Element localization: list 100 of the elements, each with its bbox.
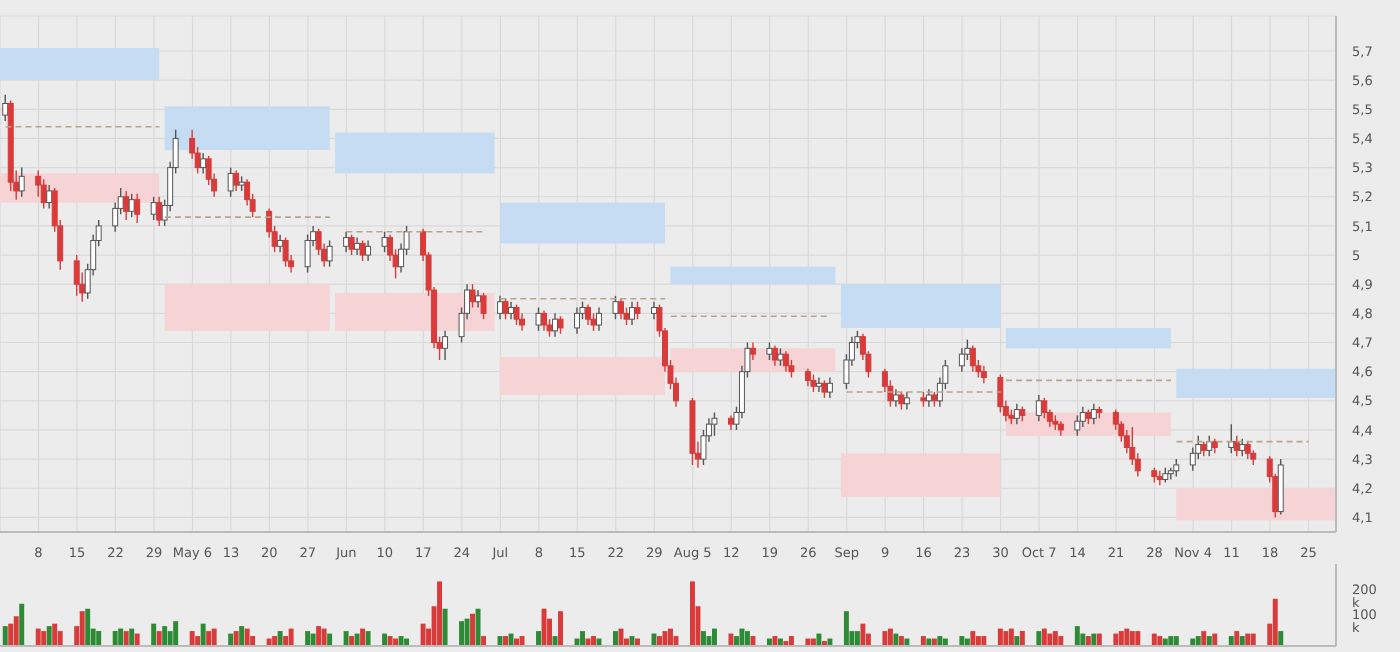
candlestick (711, 411, 718, 437)
bar (35, 628, 41, 646)
bar (8, 623, 14, 646)
bar (937, 636, 943, 646)
bar (816, 633, 822, 646)
bar (1173, 636, 1179, 646)
bar (464, 618, 470, 646)
candlestick (782, 350, 789, 373)
bar (459, 621, 465, 646)
bar (365, 631, 371, 646)
bar (580, 631, 585, 646)
bar (52, 623, 58, 646)
bar (689, 581, 695, 646)
candlestick (1035, 394, 1042, 422)
bar (1052, 631, 1058, 646)
bar (970, 631, 976, 646)
candlestick (348, 233, 355, 256)
bar (19, 603, 25, 646)
bar (173, 621, 179, 646)
bar (244, 628, 250, 646)
bar (1113, 633, 1119, 646)
candlestick (612, 295, 619, 320)
bar (46, 626, 52, 646)
bar (1085, 636, 1091, 646)
bar (1008, 628, 1014, 646)
bar (1036, 631, 1042, 646)
bar (228, 633, 234, 646)
bar (882, 631, 888, 646)
candlestick (156, 196, 163, 227)
bar (500, 202, 665, 244)
candlestick (304, 233, 311, 274)
bar (898, 636, 904, 646)
bar (893, 633, 899, 646)
candlestick (200, 152, 207, 175)
candlestick (480, 292, 487, 320)
bar (1228, 636, 1234, 646)
candlestick (73, 254, 80, 297)
bar (288, 628, 294, 646)
candlestick (596, 306, 602, 332)
candlestick (123, 190, 130, 221)
bar (1129, 631, 1135, 646)
bar (305, 631, 311, 646)
bar (1047, 633, 1053, 646)
bar (118, 628, 124, 646)
bar (1272, 598, 1278, 646)
candlestick (1090, 403, 1097, 425)
bar (733, 636, 739, 646)
bar (1245, 633, 1251, 646)
candlestick (469, 283, 476, 309)
bar (475, 608, 481, 646)
bar (1278, 631, 1284, 646)
bar (112, 631, 118, 646)
bar (1201, 631, 1207, 646)
candlestick (969, 344, 976, 373)
bar (959, 636, 965, 646)
bar (706, 636, 712, 646)
bar (1005, 327, 1171, 349)
bar (981, 636, 987, 646)
bar (41, 631, 47, 646)
candlestick (513, 303, 520, 326)
candlestick (502, 298, 509, 320)
bar (1080, 633, 1086, 646)
bar (343, 631, 349, 646)
candlestick (326, 239, 333, 268)
bar (840, 284, 1001, 328)
candlestick (381, 231, 388, 253)
bar (668, 628, 673, 646)
bar (497, 636, 503, 646)
bar (536, 631, 541, 646)
bar (85, 608, 91, 646)
bar (239, 626, 245, 646)
candlestick (227, 166, 234, 198)
bar (151, 623, 157, 646)
bar (96, 631, 102, 646)
candlestick (1041, 397, 1048, 420)
bar (1212, 633, 1218, 646)
bar (788, 636, 794, 646)
bar (1250, 633, 1256, 646)
bar (321, 628, 327, 646)
bar (189, 631, 195, 646)
bar (1074, 626, 1080, 646)
candlestick (629, 300, 635, 326)
candlestick (997, 373, 1004, 414)
bar (1124, 628, 1130, 646)
candlestick (18, 166, 25, 198)
bar (750, 636, 756, 646)
bar (975, 636, 981, 646)
bar (349, 636, 355, 646)
candlestick (282, 236, 289, 268)
bar (382, 633, 388, 646)
candlestick (233, 169, 240, 192)
bar (206, 631, 212, 646)
bar (744, 631, 750, 646)
bar (772, 636, 778, 646)
bar (13, 616, 19, 646)
bar (1096, 633, 1102, 646)
bar (156, 631, 162, 646)
bar (129, 628, 135, 646)
bar (354, 633, 360, 646)
candlestick (1228, 423, 1235, 454)
